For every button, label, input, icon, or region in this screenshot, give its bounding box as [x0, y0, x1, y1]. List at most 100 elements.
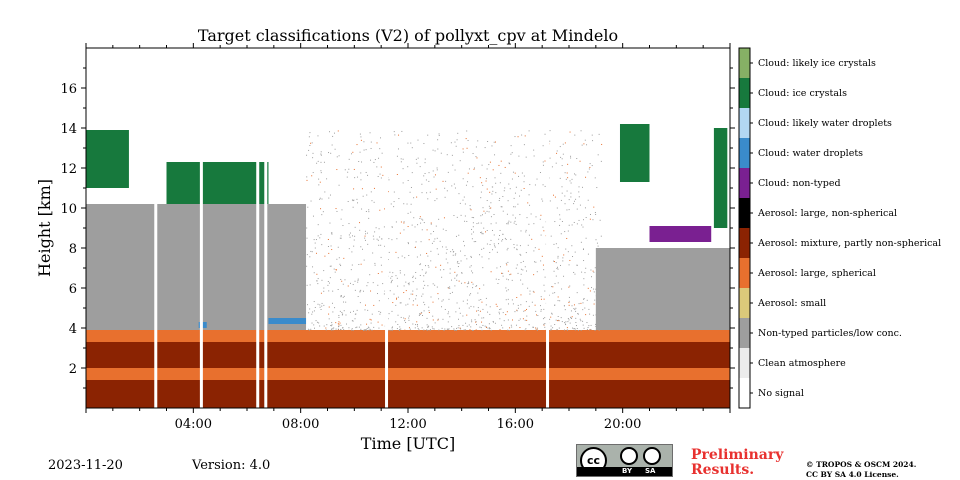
speckle-point: [471, 319, 473, 321]
speckle-point: [594, 299, 596, 301]
speckle-point: [377, 239, 379, 241]
speckle-point: [435, 266, 437, 268]
speckle-point: [481, 164, 483, 166]
speckle-point: [318, 178, 320, 180]
speckle-point: [495, 222, 497, 224]
speckle-point: [403, 203, 405, 205]
colorbar-swatch: [739, 378, 750, 408]
speckle-point: [584, 139, 586, 141]
speckle-point: [337, 246, 339, 248]
speckle-point: [313, 324, 315, 326]
speckle-point: [396, 238, 398, 240]
speckle-point: [495, 278, 497, 280]
speckle-point: [462, 151, 464, 153]
class-layer-0: [86, 380, 730, 408]
cc-license-badge[interactable]: cc BY SA: [576, 444, 673, 477]
speckle-point: [336, 169, 338, 171]
speckle-point: [447, 321, 449, 323]
speckle-point: [462, 315, 464, 317]
speckle-point: [536, 271, 538, 273]
speckle-point: [428, 266, 430, 268]
speckle-point: [570, 316, 572, 318]
speckle-point: [559, 177, 561, 179]
speckle-point: [333, 132, 335, 134]
speckle-point: [437, 139, 439, 141]
speckle-point: [582, 226, 584, 228]
speckle-point: [567, 329, 569, 331]
speckle-point: [576, 223, 578, 225]
speckle-point: [525, 252, 527, 254]
speckle-point: [408, 284, 410, 286]
speckle-point: [393, 293, 395, 295]
colorbar-label: Cloud: likely water droplets: [758, 118, 892, 129]
speckle-point: [498, 313, 500, 315]
speckle-point: [396, 298, 398, 300]
speckle-point: [488, 327, 490, 329]
speckle-point: [534, 304, 536, 306]
speckle-point: [483, 210, 485, 212]
speckle-point: [575, 317, 577, 319]
speckle-point: [514, 206, 516, 208]
speckle-point: [573, 328, 575, 330]
speckle-point: [344, 279, 346, 281]
speckle-point: [581, 186, 583, 188]
speckle-point: [378, 300, 380, 302]
speckle-point: [312, 215, 314, 217]
speckle-point: [519, 327, 521, 329]
speckle-point: [533, 250, 535, 252]
speckle-point: [589, 329, 591, 331]
speckle-point: [376, 166, 378, 168]
speckle-point: [377, 321, 379, 323]
speckle-point: [416, 288, 418, 290]
speckle-point: [444, 196, 446, 198]
speckle-point: [582, 320, 584, 322]
speckle-point: [472, 231, 474, 233]
copyright-line-2: CC BY SA 4.0 License.: [806, 470, 899, 479]
speckle-point: [485, 180, 487, 182]
speckle-point: [580, 320, 582, 322]
speckle-point: [550, 325, 552, 327]
speckle-point: [365, 233, 367, 235]
speckle-point: [338, 321, 340, 323]
speckle-point: [319, 197, 321, 199]
speckle-point: [349, 311, 351, 313]
speckle-point: [397, 257, 399, 259]
speckle-point: [570, 182, 572, 184]
speckle-point: [579, 318, 581, 320]
speckle-point: [574, 134, 576, 136]
speckle-point: [544, 326, 546, 328]
speckle-point: [432, 328, 434, 330]
speckle-point: [491, 145, 493, 147]
speckle-point: [373, 326, 375, 328]
speckle-point: [599, 315, 601, 317]
speckle-point: [495, 182, 497, 184]
speckle-point: [445, 230, 447, 232]
speckle-point: [440, 152, 442, 154]
speckle-point: [509, 274, 511, 276]
speckle-point: [320, 292, 322, 294]
speckle-point: [462, 324, 464, 326]
speckle-point: [406, 203, 408, 205]
speckle-point: [503, 320, 505, 322]
speckle-point: [506, 264, 508, 266]
speckle-point: [534, 261, 536, 263]
speckle-point: [485, 326, 487, 328]
x-tick-label: 16:00: [497, 417, 534, 432]
speckle-point: [320, 172, 322, 174]
speckle-point: [511, 152, 513, 154]
speckle-point: [536, 328, 538, 330]
speckle-point: [469, 329, 471, 331]
speckle-point: [468, 168, 470, 170]
speckle-point: [568, 264, 570, 266]
speckle-point: [565, 248, 567, 250]
speckle-point: [306, 227, 308, 229]
speckle-point: [341, 312, 343, 314]
speckle-point: [339, 322, 341, 324]
speckle-point: [397, 296, 399, 298]
speckle-point: [575, 325, 577, 327]
speckle-point: [426, 324, 428, 326]
speckle-point: [421, 295, 423, 297]
speckle-point: [391, 279, 393, 281]
speckle-point: [327, 284, 329, 286]
speckle-point: [454, 254, 456, 256]
